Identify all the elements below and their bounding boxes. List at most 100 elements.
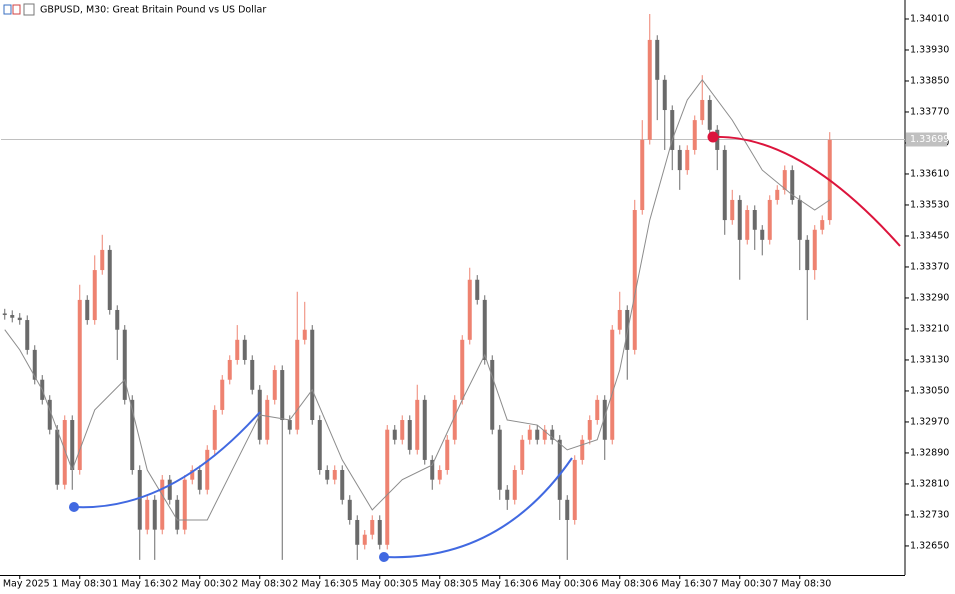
candle-body [655,39,660,80]
candle-body [212,409,217,450]
candle-body [2,313,7,316]
last-price-label: 1.33699 [910,134,949,145]
y-tick-label: 1.33530 [910,199,949,210]
y-tick-label: 1.33610 [910,168,949,179]
y-tick-label: 1.33050 [910,385,949,396]
y-tick-label: 1.32810 [910,478,949,489]
y-tick-label: 1.33210 [910,323,949,334]
candle-body [115,309,120,330]
candle-body [557,439,562,500]
candle-body [752,210,757,230]
x-tick-label: 5 May 16:30 [472,579,531,590]
candle-body [565,499,570,520]
candle-body [220,379,225,410]
candle-body [62,420,67,485]
candle-body [790,170,795,200]
candle-body [782,170,787,190]
y-tick-label: 1.32890 [910,447,949,458]
candle-body [355,519,360,545]
x-tick-label: 5 May 08:30 [412,579,471,590]
y-tick-label: 1.32970 [910,416,949,427]
candle-body [640,139,645,211]
candle-body [332,469,337,480]
candle-body [767,199,772,240]
candle-body [580,439,585,460]
x-tick-label: 7 May 00:30 [712,579,771,590]
candle-body [797,199,802,240]
icon-part [23,3,35,16]
candle-body [542,429,547,440]
candle-body [85,299,90,321]
candle-body [295,339,300,430]
candle-body [745,210,750,240]
candle-body [370,519,375,535]
blue-curve [383,457,573,559]
icon-part [3,4,12,15]
candle-body [700,99,705,121]
candle-body [130,399,135,470]
x-tick-label: 2 May 16:30 [292,579,351,590]
candle-body [340,469,345,500]
chart-title: GBPUSD, M30: Great Britain Pound vs US D… [40,5,266,16]
candle-body [685,149,690,171]
candle-body [662,79,667,111]
candle-body [325,469,330,480]
candle-body [347,499,352,520]
y-tick-label: 1.34010 [910,13,949,24]
candle-body [10,315,15,318]
candle-body [520,439,525,470]
symbol-icon [3,3,35,16]
candle-body [677,149,682,171]
candle-body [437,469,442,480]
candle-body [70,420,75,470]
candle-body [505,489,510,500]
candle-body [107,249,112,310]
candle-body [722,149,727,221]
x-tick-label: 1 May 16:30 [112,579,171,590]
candle-body [422,399,427,460]
candle-body [400,420,405,440]
candle-body [362,534,367,545]
x-tick-label: 6 May 08:30 [592,579,651,590]
y-tick-label: 1.32650 [910,540,949,551]
candle-body [175,499,180,530]
candle-body [77,299,82,470]
candle-body [287,420,292,430]
x-tick-label: 6 May 00:30 [532,579,591,590]
candle-body [497,429,502,490]
candle-body [152,499,157,530]
y-tick-label: 1.33290 [910,292,949,303]
y-tick-label: 1.33370 [910,261,949,272]
candle-body [467,279,472,340]
x-tick-label: 1 May 08:30 [52,579,111,590]
candle-body [775,189,780,200]
candle-body [47,399,52,430]
candle-body [100,249,105,271]
candle-body [302,329,307,340]
candle-body [647,39,652,140]
candle-body [737,199,742,240]
y-tick-label: 1.33850 [910,75,949,86]
candle-body [730,199,735,221]
candle-body [415,399,420,450]
y-tick-label: 1.33450 [910,230,949,241]
candle-body [475,279,480,300]
red-curve [712,135,901,247]
candle-body [760,229,765,240]
x-tick-label: 2 May 00:30 [172,579,231,590]
candle-body [242,339,247,360]
candle-body [205,449,210,490]
candle-body [92,270,97,321]
x-tick-label: 5 May 00:30 [352,579,411,590]
candle-body [595,399,600,421]
curve-dot [379,552,389,562]
candle-body [460,339,465,400]
candle-body [617,309,622,330]
candle-body [445,439,450,470]
curve-dot [69,502,79,512]
candle-body [490,359,495,430]
candle-body [407,420,412,450]
candle-body [805,239,810,271]
plot-area [1,13,905,560]
candle-body [235,339,240,360]
